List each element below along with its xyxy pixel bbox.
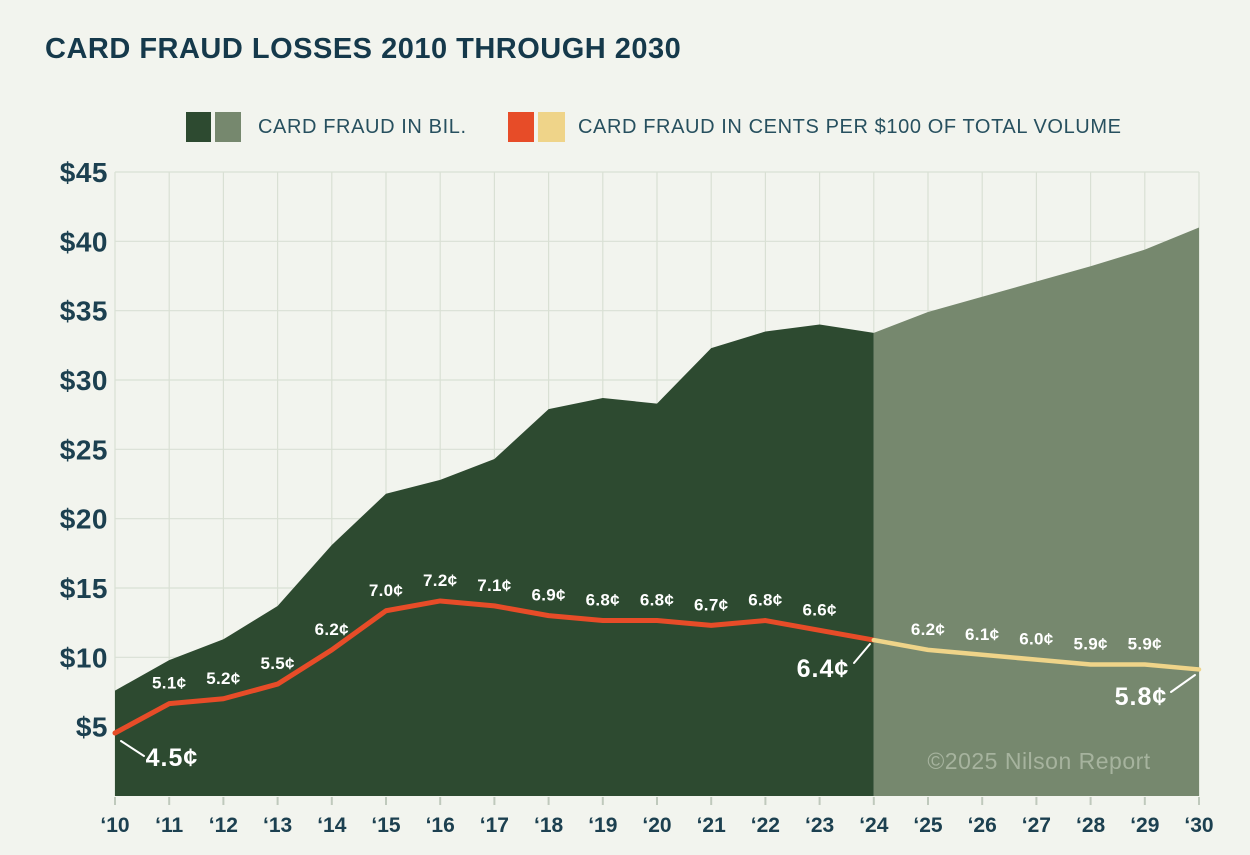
- cents-point-label: 7.0¢: [369, 581, 404, 600]
- cents-point-label: 5.5¢: [260, 654, 295, 673]
- watermark: ©2025 Nilson Report: [927, 748, 1150, 774]
- y-axis-label: $30: [60, 365, 108, 396]
- legend-label-cents-per-100: CARD FRAUD IN CENTS PER $100 OF TOTAL VO…: [578, 116, 1122, 138]
- cents-point-label: 6.7¢: [694, 595, 729, 614]
- cents-point-label: 6.2¢: [315, 620, 350, 639]
- callout-line: [853, 643, 871, 664]
- legend-swatch-cents-historical: [508, 112, 534, 142]
- x-axis-label: ‘13: [263, 814, 292, 837]
- x-axis-label: ‘15: [371, 814, 401, 837]
- x-axis-label: ‘28: [1076, 814, 1106, 837]
- x-axis-label: ‘19: [588, 814, 617, 837]
- cents-point-label: 6.0¢: [1019, 630, 1054, 649]
- cents-point-label: 6.1¢: [965, 625, 1000, 644]
- x-axis-label: ‘16: [426, 814, 455, 837]
- cents-point-label: 7.1¢: [477, 576, 512, 595]
- x-axis-label: ‘10: [100, 814, 129, 837]
- legend-swatch-fraud-bil-forecast: [215, 112, 241, 142]
- x-axis-label: ‘23: [805, 814, 834, 837]
- x-axis-label: ‘18: [534, 814, 564, 837]
- x-axis-label: ‘25: [913, 814, 943, 837]
- cents-point-label: 5.2¢: [206, 669, 241, 688]
- cents-point-label: 5.1¢: [152, 674, 187, 693]
- y-axis-label: $40: [60, 226, 108, 257]
- x-axis-label: ‘30: [1184, 814, 1213, 837]
- callout-line: [120, 740, 145, 757]
- legend-swatch-fraud-bil-historical: [186, 112, 211, 142]
- x-axis-label: ‘24: [859, 814, 889, 837]
- cents-point-label: 5.9¢: [1128, 635, 1163, 654]
- x-axis-label: ‘26: [968, 814, 997, 837]
- cents-point-label: 6.9¢: [531, 586, 566, 605]
- cents-line-historical: [112, 598, 877, 736]
- legend-label-fraud-bil: CARD FRAUD IN BIL.: [258, 116, 467, 138]
- cents-point-label: 7.2¢: [423, 571, 458, 590]
- x-axis-label: ‘20: [642, 814, 671, 837]
- y-axis-label: $20: [60, 504, 108, 535]
- legend-swatch-cents-forecast: [538, 112, 565, 142]
- x-axis-label: ‘29: [1130, 814, 1159, 837]
- fraud-area-historical: [115, 324, 874, 796]
- y-axis-label: $10: [60, 642, 108, 673]
- cents-point-label: 5.9¢: [1073, 635, 1108, 654]
- x-axis-label: ‘17: [480, 814, 509, 837]
- cents-point-label: 6.6¢: [802, 600, 837, 619]
- y-axis-label: $35: [60, 296, 108, 327]
- x-axis-label: ‘11: [155, 814, 183, 837]
- x-axis-label: ‘14: [317, 814, 347, 837]
- x-axis-label: ‘12: [209, 814, 238, 837]
- callout-line: [1170, 674, 1196, 693]
- y-axis-label: $5: [76, 712, 108, 743]
- cents-point-label: 6.8¢: [640, 591, 675, 610]
- y-axis-label: $15: [60, 573, 108, 604]
- cents-point-label: 6.2¢: [911, 620, 946, 639]
- cents-major-label: 6.4¢: [797, 655, 850, 683]
- y-axis-label: $45: [60, 157, 108, 188]
- cents-line-forecast: [871, 637, 1202, 672]
- y-axis-label: $25: [60, 434, 108, 465]
- cents-point-label: 6.8¢: [748, 591, 783, 610]
- cents-major-label: 5.8¢: [1115, 683, 1168, 711]
- x-axis-label: ‘21: [697, 814, 727, 837]
- x-axis-label: ‘27: [1022, 814, 1051, 837]
- cents-major-label: 4.5¢: [146, 744, 199, 772]
- cents-point-label: 6.8¢: [586, 591, 621, 610]
- x-axis-label: ‘22: [751, 814, 780, 837]
- page-title: CARD FRAUD LOSSES 2010 THROUGH 2030: [45, 33, 682, 65]
